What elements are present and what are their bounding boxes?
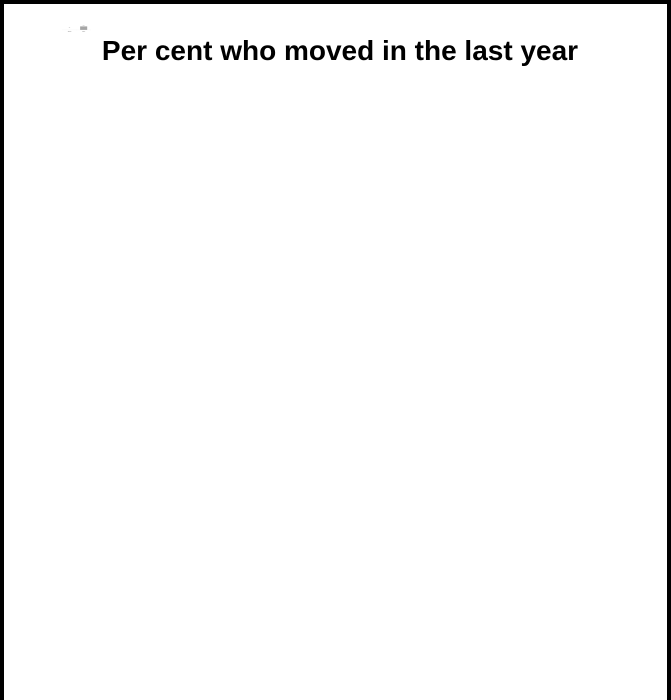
data-labels: 6% 14% xyxy=(69,25,85,29)
data-label-britannia: 6% xyxy=(69,27,70,29)
bar-chart: 6% 14% Britannia Calgary xyxy=(62,25,91,32)
bar-britannia xyxy=(80,26,88,30)
tick-label-calgary: Calgary xyxy=(82,30,86,32)
bars xyxy=(80,26,88,30)
data-label-calgary: 14% xyxy=(83,25,85,27)
tick-label-britannia: Britannia xyxy=(68,29,72,32)
chart-title: Per cent who moved in the last year xyxy=(101,35,579,66)
